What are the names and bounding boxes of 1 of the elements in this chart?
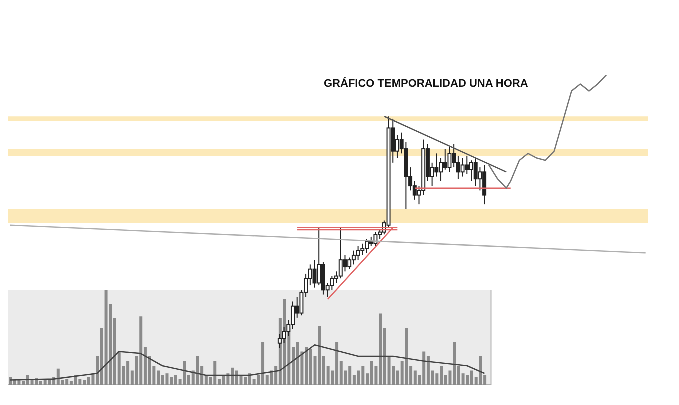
chart-title: GRÁFICO TEMPORALIDAD UNA HORA (324, 78, 528, 90)
